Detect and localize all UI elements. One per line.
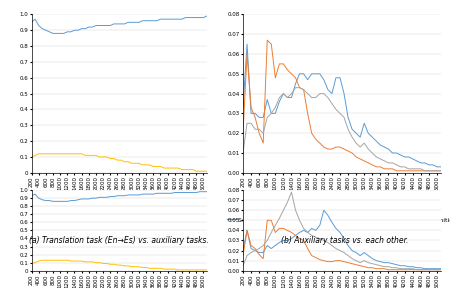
Text: (a) Translation task (En→Es) vs. auxiliary tasks.: (a) Translation task (En→Es) vs. auxilia… <box>29 236 209 245</box>
Legend: Semantic Parsing, Syntactic Parsing, Named Entity Recognition: Semantic Parsing, Syntactic Parsing, Nam… <box>224 215 450 225</box>
Text: (b) Auxiliary tasks vs. each other.: (b) Auxiliary tasks vs. each other. <box>280 236 408 245</box>
Legend: Auxiliary tasks, Translation: Auxiliary tasks, Translation <box>63 215 175 225</box>
